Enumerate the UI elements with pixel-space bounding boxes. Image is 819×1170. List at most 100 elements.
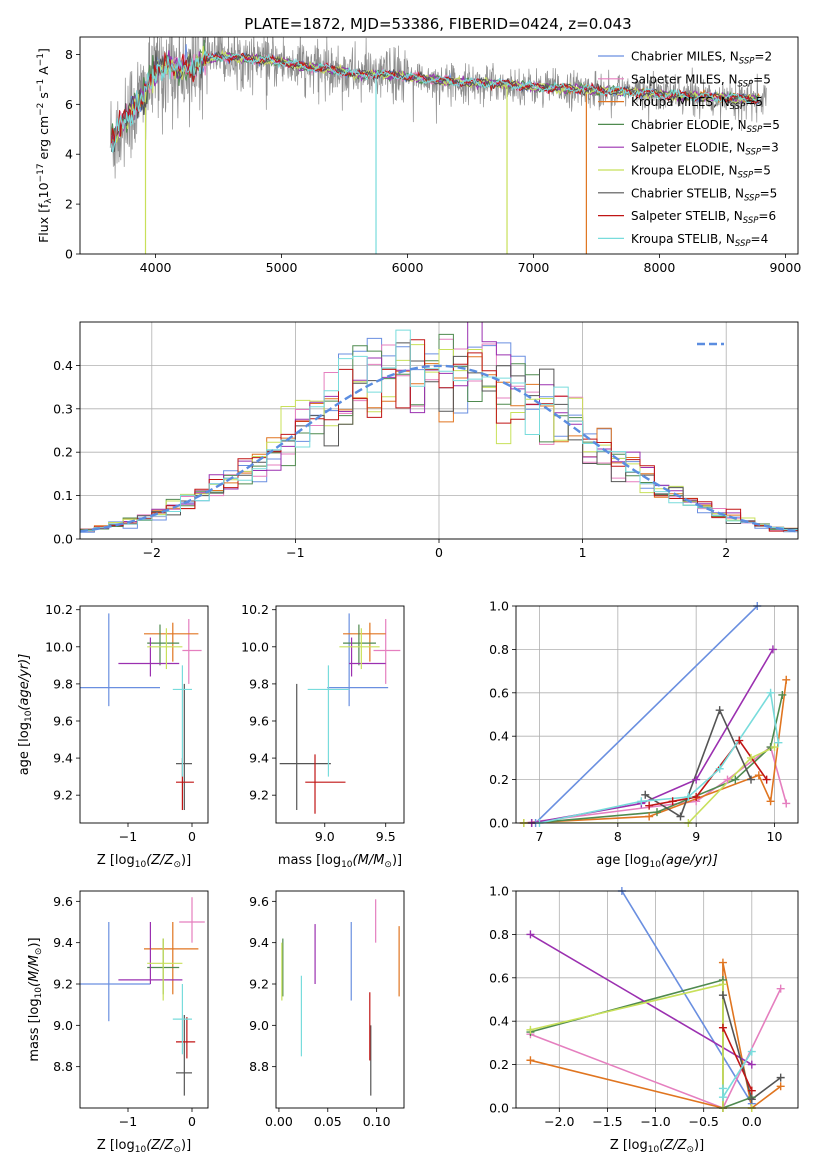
legend-label: Kroupa ELODIE, NSSP=5 [631,164,771,181]
weight-marker [645,812,654,821]
weight-marker [718,1023,727,1032]
legend-label: Salpeter STELIB, NSSP=6 [631,209,776,226]
y-tick-label: 2 [65,197,73,212]
weight-marker [747,775,755,784]
x-tick-label: −1 [119,829,137,844]
y-axis-label: age [log10(age/yr)] [17,654,34,776]
y-tick-label: 9.8 [53,676,73,691]
y-tick-label: 8 [65,47,73,62]
x-tick-label: 5000 [266,260,298,275]
y-tick-label: 1.0 [489,599,509,614]
plot-area-age_vs_mass [279,613,401,814]
legend-label: Chabrier STELIB, NSSP=5 [631,186,777,203]
weight-marker [776,984,785,993]
y-tick-label: 9.4 [53,935,73,950]
weight-marker [747,1060,756,1069]
axes-age_vs_Z: −1 0 9.2 9.4 9.6 9.8 10.0 10.2 Z [log10(Z/Z⊙)] ag… [17,602,209,870]
weight-line-kroupa-stelib [539,690,780,823]
y-tick-label: 0.4 [489,729,509,744]
weight-marker [692,775,701,784]
axes-residuals: −2 −1 0 1 2 0.0 0.1 0.2 0.3 0.4 [53,321,799,560]
x-tick-label: −2 [143,545,161,560]
weight-marker [735,736,744,745]
plot-area-age_vs_Z [80,613,202,811]
x-tick-label: 0.0 [742,1114,762,1129]
y-tick-label: 1.0 [489,884,509,899]
weight-marker [526,1056,535,1065]
y-tick-label: 6 [65,97,73,112]
weight-marker [754,771,763,780]
x-tick-label: 8000 [644,260,676,275]
y-tick-label: 0 [65,247,73,262]
y-tick-label: 0.8 [489,927,509,942]
x-tick-label: 9 [692,829,700,844]
weight-line-salpeter-elodie [529,933,753,1066]
x-tick-label: 9000 [769,260,801,275]
weight-marker [692,792,701,801]
plot-area-mass_vs_ebv [281,899,400,1096]
weight-marker [747,1047,756,1056]
weight-line-salpeter-stelib [722,1027,753,1091]
weight-marker [668,797,677,806]
y-tick-label: 0.6 [489,970,509,985]
weight-marker [766,797,775,806]
y-axis-label: Flux [fλ10−17 erg cm−2 s−1 A−1] [36,48,54,243]
model-line-chabrier-stelib [111,49,760,152]
y-tick-label: 10.0 [45,639,73,654]
y-tick-label: 9.6 [249,713,269,728]
x-tick-label: −1.0 [640,1114,670,1129]
axes-frame [79,890,209,1109]
weight-marker [776,1082,785,1091]
x-tick-label: −1 [119,1114,137,1129]
y-tick-label: 0.4 [53,358,73,373]
legend-label: Salpeter ELODIE, NSSP=3 [631,141,779,158]
legend-label: Chabrier ELODIE, NSSP=5 [631,118,780,135]
y-tick-label: 10.0 [241,639,269,654]
x-tick-label: −2.0 [544,1114,574,1129]
x-tick-label: −0.5 [688,1114,718,1129]
weight-marker [718,991,727,1000]
y-tick-label: 0.2 [489,1057,509,1072]
x-tick-label: −1.5 [592,1114,622,1129]
axes-frame [79,605,209,824]
weight-marker [718,1093,727,1102]
axes-mass_vs_ebv: 0.00 0.05 0.10 8.8 9.0 9.2 9.4 9.6 [249,890,405,1129]
x-tick-label: −1 [286,545,304,560]
weight-marker [747,753,755,762]
model-line-kroupa-stelib [111,49,760,153]
axes-mass_vs_Z: −1 0 8.8 9.0 9.2 9.4 9.6 Z [log10(Z/Z⊙)] mass [l… [27,890,209,1155]
weight-line-chabrier-miles [535,606,758,823]
y-tick-label: 0.2 [489,772,509,787]
axes-frame [275,605,405,824]
x-tick-label: 7 [536,829,544,844]
x-axis-label: Z [log10(Z/Z⊙)] [97,853,191,870]
x-tick-label: 2 [722,545,730,560]
x-tick-label: 9.5 [376,829,396,844]
x-tick-label: 4000 [140,260,172,275]
y-tick-label: 10.2 [45,602,73,617]
y-tick-label: 9.6 [249,894,269,909]
weight-marker [645,801,654,810]
weight-line-salpeter-miles [530,988,782,1108]
x-axis-label: mass [log10(M/M⊙)] [278,853,402,870]
weight-marker [526,930,535,939]
weight-marker [762,775,771,784]
x-tick-label: 6000 [392,260,424,275]
weight-marker [747,1095,756,1104]
y-tick-label: 0.1 [53,488,73,503]
x-axis-label: age [log10(age/yr)] [596,853,718,870]
x-tick-label: 0 [188,829,196,844]
x-tick-label: 0.00 [265,1114,293,1129]
plot-area-spectrum [109,37,767,254]
weight-marker [782,799,791,808]
x-tick-label: 0 [188,1114,196,1129]
weight-marker [776,1073,785,1082]
y-tick-label: 9.4 [53,751,73,766]
y-tick-label: 9.2 [53,788,73,803]
axes-frame [79,36,799,255]
axes-frame [79,321,799,540]
y-tick-label: 0.4 [489,1014,509,1029]
y-axis-label: mass [log10(M/M⊙)] [27,937,44,1061]
